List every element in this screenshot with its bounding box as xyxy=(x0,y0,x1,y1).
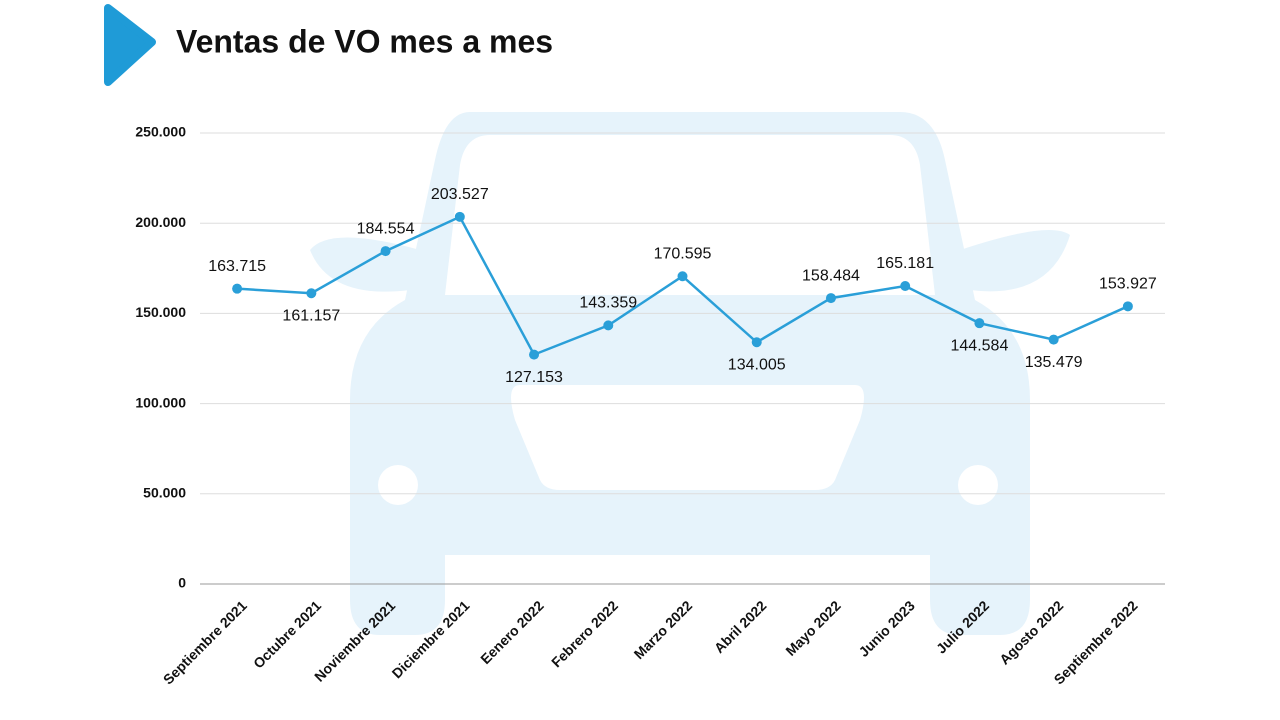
data-label: 203.527 xyxy=(431,186,489,203)
data-point xyxy=(529,349,540,360)
data-point xyxy=(677,271,688,282)
data-label: 135.479 xyxy=(1025,354,1083,371)
y-tick-label: 250.000 xyxy=(135,124,186,140)
data-label: 165.181 xyxy=(876,255,934,272)
x-tick-label: Junio 2023 xyxy=(855,597,918,660)
data-point xyxy=(825,293,836,304)
y-tick-label: 200.000 xyxy=(135,214,186,230)
x-tick-label: Octubre 2021 xyxy=(250,597,324,671)
y-tick-label: 50.000 xyxy=(143,485,186,501)
y-tick-label: 150.000 xyxy=(135,304,186,320)
chart-title: Ventas de VO mes a mes xyxy=(176,23,553,59)
title-icon xyxy=(104,4,156,86)
x-tick-label: Septiembre 2021 xyxy=(160,597,250,687)
y-tick-label: 0 xyxy=(178,575,186,591)
data-label: 143.359 xyxy=(579,295,637,312)
data-point xyxy=(454,211,465,222)
data-point xyxy=(232,283,243,294)
x-tick-label: Marzo 2022 xyxy=(631,597,696,662)
data-point xyxy=(751,337,762,348)
data-label: 153.927 xyxy=(1099,276,1157,293)
data-label: 161.157 xyxy=(282,307,340,324)
x-tick-label: Febrero 2022 xyxy=(548,597,621,670)
data-point xyxy=(974,318,985,329)
data-label: 127.153 xyxy=(505,369,563,386)
car-details xyxy=(378,135,998,505)
data-label: 163.715 xyxy=(208,258,266,275)
data-label: 184.554 xyxy=(357,220,415,237)
data-label: 134.005 xyxy=(728,356,786,373)
data-point xyxy=(1122,301,1133,312)
x-tick-label: Eenero 2022 xyxy=(477,597,547,667)
data-label: 158.484 xyxy=(802,267,860,284)
data-point xyxy=(306,288,317,299)
x-tick-label: Mayo 2022 xyxy=(782,597,844,659)
y-tick-label: 100.000 xyxy=(135,394,186,410)
data-point xyxy=(1048,334,1059,345)
data-point xyxy=(380,246,391,257)
data-label: 144.584 xyxy=(951,337,1009,354)
data-point xyxy=(900,281,911,292)
data-point xyxy=(603,320,614,331)
data-label: 170.595 xyxy=(654,245,712,262)
x-tick-label: Abril 2022 xyxy=(711,597,770,656)
